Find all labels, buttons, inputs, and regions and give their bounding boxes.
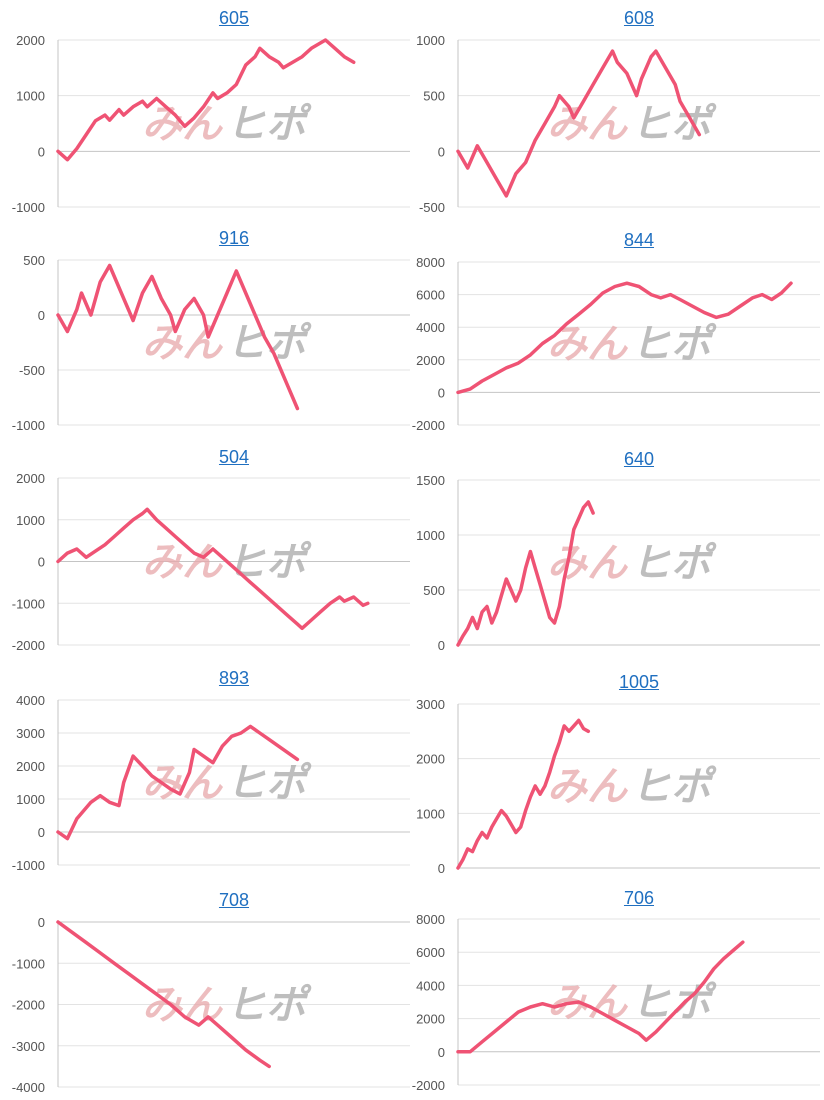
watermark-logo: ヒポ (631, 541, 717, 587)
chart-605-title-link[interactable]: 605 (218, 8, 250, 28)
watermark-logo: ヒポ (631, 980, 717, 1026)
chart-916-y-tick-label: 500 (23, 253, 45, 268)
chart-504-y-tick-label: -1000 (12, 596, 45, 611)
watermark-logo: ヒポ (631, 322, 717, 368)
chart-916-y-tick-label: -1000 (12, 418, 45, 433)
chart-640-y-tick-label: 0 (438, 638, 445, 653)
chart-844-y-tick-label: 8000 (416, 255, 445, 270)
chart-844-y-tick-label: -2000 (412, 418, 445, 433)
chart-844-title-link[interactable]: 844 (623, 230, 655, 250)
chart-706-series-line (456, 940, 745, 1054)
chart-640-series-line (456, 500, 595, 647)
chart-893-y-tick-label: 1000 (16, 792, 45, 807)
chart-893-title-link[interactable]: 893 (218, 668, 250, 688)
chart-1005-title-link[interactable]: 1005 (618, 672, 660, 692)
chart-706-y-tick-label: 6000 (416, 945, 445, 960)
chart-708-y-tick-label: -2000 (12, 998, 45, 1013)
chart-605-y-tick-label: 1000 (16, 89, 45, 104)
chart-706-y-tick-label: 8000 (416, 912, 445, 927)
chart-504-series-line (56, 507, 370, 631)
chart-608-series-line (456, 49, 702, 198)
chart-504-title-link[interactable]: 504 (218, 447, 250, 467)
chart-916-y-tick-label: -500 (19, 363, 45, 378)
chart-706-y-tick-label: -2000 (412, 1078, 445, 1093)
chart-605-y-tick-label: 2000 (16, 33, 45, 48)
chart-1005-series-line (456, 718, 591, 870)
chart-608-title-link[interactable]: 608 (623, 8, 655, 28)
chart-504-y-tick-label: -2000 (12, 638, 45, 653)
chart-706-y-tick-label: 2000 (416, 1012, 445, 1027)
chart-893-y-tick-label: 0 (38, 825, 45, 840)
chart-640-y-tick-label: 500 (423, 583, 445, 598)
watermark-logo: みん (547, 102, 629, 148)
chart-893-y-tick-label: 3000 (16, 726, 45, 741)
chart-708-title-link[interactable]: 708 (218, 890, 250, 910)
chart-1005-y-tick-label: 2000 (416, 752, 445, 767)
chart-1005-y-tick-label: 0 (438, 861, 445, 876)
chart-1005-y-tick-label: 1000 (416, 806, 445, 821)
chart-504-y-tick-label: 1000 (16, 513, 45, 528)
chart-844-y-tick-label: 6000 (416, 288, 445, 303)
chart-916-y-tick-label: 0 (38, 308, 45, 323)
watermark-logo: みん (547, 980, 629, 1026)
chart-893-y-tick-label: -1000 (12, 858, 45, 873)
watermark-logo: ヒポ (226, 540, 312, 586)
chart-504-y-tick-label: 2000 (16, 471, 45, 486)
chart-708-y-tick-label: -1000 (12, 956, 45, 971)
chart-708-series-line (56, 920, 271, 1069)
chart-605-y-tick-label: 0 (38, 144, 45, 159)
chart-640-title-link[interactable]: 640 (623, 449, 655, 469)
watermark-logo: ヒポ (631, 102, 717, 148)
watermark-logo: みん (142, 540, 224, 586)
chart-640-y-tick-label: 1000 (416, 528, 445, 543)
chart-504-y-tick-label: 0 (38, 555, 45, 570)
chart-706-y-tick-label: 4000 (416, 978, 445, 993)
watermark-logo: ヒポ (226, 761, 312, 807)
chart-844-y-tick-label: 2000 (416, 353, 445, 368)
chart-844-series-line (456, 281, 793, 395)
chart-605-y-tick-label: -1000 (12, 200, 45, 215)
chart-844-y-tick-label: 0 (438, 385, 445, 400)
chart-916-title-link[interactable]: 916 (218, 228, 250, 248)
chart-640-y-tick-label: 1500 (416, 473, 445, 488)
chart-706-title-link[interactable]: 706 (623, 888, 655, 908)
chart-916-series-line (56, 263, 300, 411)
chart-708-y-tick-label: -3000 (12, 1039, 45, 1054)
watermark-logo: ヒポ (631, 764, 717, 810)
chart-608-y-tick-label: 0 (438, 144, 445, 159)
chart-708-y-tick-label: 0 (38, 915, 45, 930)
watermark-logo: ヒポ (226, 983, 312, 1029)
chart-844-y-tick-label: 4000 (416, 320, 445, 335)
watermark-logo: みん (547, 541, 629, 587)
chart-608-y-tick-label: 1000 (416, 33, 445, 48)
chart-893-y-tick-label: 4000 (16, 693, 45, 708)
watermark-logo: ヒポ (226, 102, 312, 148)
watermark-logo: みん (547, 764, 629, 810)
chart-893-y-tick-label: 2000 (16, 759, 45, 774)
chart-1005-y-tick-label: 3000 (416, 697, 445, 712)
chart-605-series-line (56, 38, 356, 162)
chart-893-series-line (56, 724, 300, 841)
chart-706-y-tick-label: 0 (438, 1045, 445, 1060)
chart-708-y-tick-label: -4000 (12, 1080, 45, 1095)
chart-608-y-tick-label: 500 (423, 89, 445, 104)
chart-608-y-tick-label: -500 (419, 200, 445, 215)
